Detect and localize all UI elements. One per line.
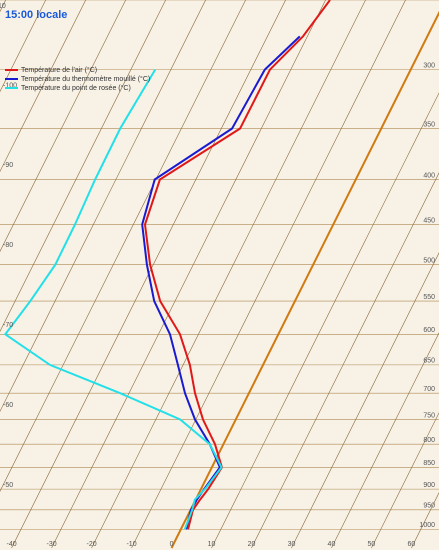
isotherm bbox=[0, 0, 86, 173]
x-tick-label: -50 bbox=[3, 482, 13, 489]
y-tick-label: 350 bbox=[423, 121, 435, 128]
x-tick-label: 40 bbox=[328, 541, 336, 548]
isotherm bbox=[251, 172, 439, 549]
isotherm bbox=[131, 0, 406, 549]
y-tick-label: 900 bbox=[423, 482, 435, 489]
y-tick-label: 600 bbox=[423, 327, 435, 334]
legend-label: Température de l'air (°C) bbox=[21, 66, 97, 74]
y-tick-label: 550 bbox=[423, 294, 435, 301]
x-tick-label: -80 bbox=[3, 242, 13, 249]
x-tick-label: -40 bbox=[7, 541, 17, 548]
x-tick-label: 20 bbox=[248, 541, 256, 548]
isotherm bbox=[0, 0, 166, 332]
x-tick-label: -70 bbox=[3, 322, 13, 329]
isotherm bbox=[91, 0, 366, 549]
y-tick-label: 300 bbox=[423, 62, 435, 69]
y-tick-label: 650 bbox=[423, 358, 435, 365]
legend-label: Température du thermomètre mouillé (°C) bbox=[21, 75, 150, 83]
isotherm bbox=[291, 252, 439, 549]
y-tick-label: 450 bbox=[423, 217, 435, 224]
x-tick-label: -60 bbox=[3, 402, 13, 409]
series-line bbox=[3, 69, 223, 530]
y-tick-label: 700 bbox=[423, 386, 435, 393]
x-tick-label: -20 bbox=[86, 541, 96, 548]
y-tick-label: 950 bbox=[423, 503, 435, 510]
y-tick-label: 400 bbox=[423, 172, 435, 179]
x-tick-label: -90 bbox=[3, 162, 13, 169]
y-tick-label: 500 bbox=[423, 258, 435, 265]
y-tick-label: 750 bbox=[423, 412, 435, 419]
y-tick-label: 850 bbox=[423, 460, 435, 467]
x-tick-label: -100 bbox=[3, 82, 17, 89]
series-line bbox=[143, 0, 331, 530]
x-tick-label: 50 bbox=[368, 541, 376, 548]
y-tick-label: 800 bbox=[423, 437, 435, 444]
isotherm bbox=[0, 0, 46, 93]
x-tick-label: 30 bbox=[288, 541, 296, 548]
x-tick-label: 60 bbox=[408, 541, 416, 548]
isotherm bbox=[0, 0, 246, 492]
x-tick-label: 0 bbox=[170, 541, 174, 548]
legend-label: Température du point de rosée (°C) bbox=[21, 84, 131, 92]
x-tick-label: -10 bbox=[126, 541, 136, 548]
x-tick-label: -110 bbox=[0, 3, 6, 10]
chart-title: 15:00 locale bbox=[5, 9, 67, 21]
x-tick-label: -30 bbox=[47, 541, 57, 548]
y-tick-label: 1000 bbox=[419, 522, 435, 529]
x-tick-label: 10 bbox=[208, 541, 216, 548]
isotherm bbox=[0, 0, 126, 253]
isotherm bbox=[211, 92, 439, 549]
isotherm bbox=[371, 412, 439, 549]
isotherm bbox=[51, 0, 326, 549]
isotherm bbox=[331, 332, 439, 549]
isotherm bbox=[0, 0, 206, 412]
